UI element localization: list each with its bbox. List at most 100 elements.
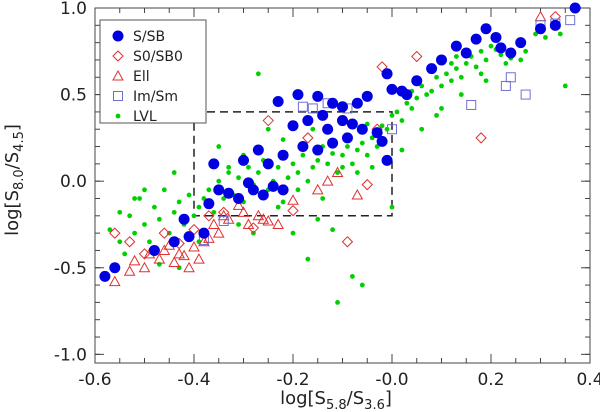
data-point-lvl <box>434 74 439 80</box>
data-point-lvl <box>444 71 449 77</box>
data-point-s-sb <box>376 135 388 147</box>
x-axis-label-main: log[S <box>280 388 326 409</box>
data-point-lvl <box>132 196 138 201</box>
data-point-ell <box>168 256 181 268</box>
data-point-s0-sb0 <box>475 132 487 144</box>
data-point-lvl <box>354 170 360 175</box>
data-point-s0-sb0 <box>361 178 373 191</box>
data-point-s-sb <box>426 63 438 75</box>
data-point-lvl <box>340 164 345 170</box>
data-point-lvl <box>290 230 296 236</box>
data-point-s0-sb0 <box>109 227 121 239</box>
data-point-s-sb <box>238 154 249 166</box>
data-point-s-sb <box>99 270 111 282</box>
data-point-lvl <box>414 95 420 101</box>
data-point-lvl <box>107 227 113 233</box>
data-point-lvl <box>359 140 365 146</box>
data-point-lvl <box>132 230 138 236</box>
x-axis-label-sub1: 5.8 <box>326 398 347 412</box>
data-point-s-sb <box>267 180 279 192</box>
data-point-im-sm <box>466 99 477 110</box>
data-point-lvl <box>419 126 425 132</box>
data-point-s-sb <box>411 75 423 87</box>
data-point-lvl <box>236 222 241 227</box>
data-point-s-sb <box>535 23 546 35</box>
data-point-lvl <box>389 204 395 210</box>
y-tick-label: 0.5 <box>60 86 87 106</box>
x-tick-label: 0.2 <box>477 370 504 390</box>
data-point-s-sb <box>322 123 334 135</box>
data-point-s-sb <box>257 189 269 201</box>
data-point-ell <box>237 206 250 217</box>
data-point-s-sb <box>242 177 254 189</box>
data-point-lvl <box>127 213 133 219</box>
data-point-lvl <box>369 164 375 170</box>
data-point-lvl <box>315 157 321 163</box>
legend-markers <box>112 30 124 119</box>
data-point-ell <box>173 247 185 259</box>
data-point-s-sb <box>109 262 121 274</box>
data-point-s-sb <box>302 115 314 127</box>
data-point-lvl <box>156 216 162 222</box>
data-point-ell <box>331 166 344 178</box>
legend-label-s-sb: S/SB <box>133 29 165 45</box>
data-point-lvl <box>354 147 360 153</box>
data-point-lvl <box>404 100 410 106</box>
data-point-lvl <box>424 92 430 97</box>
data-point-ell <box>183 261 195 273</box>
data-point-s-sb <box>312 144 324 156</box>
data-point-im-sm <box>505 72 516 83</box>
data-point-lvl <box>295 170 301 175</box>
data-point-s-sb <box>549 19 561 31</box>
legend-marker-s-sb <box>112 30 124 42</box>
y-axis-label-sep: /S <box>2 152 23 170</box>
data-point-s-sb <box>450 40 462 52</box>
data-point-lvl <box>280 137 286 143</box>
data-point-lvl <box>152 204 157 210</box>
x-tick-label: -0.4 <box>177 370 210 390</box>
data-point-s-sb <box>371 127 383 139</box>
y-tick-label: -0.5 <box>54 259 87 279</box>
y-axis-label-main: log[S <box>2 190 23 236</box>
data-point-s-sb <box>470 33 482 45</box>
data-point-lvl <box>176 199 182 205</box>
data-point-ell <box>262 214 275 226</box>
data-point-ell <box>153 253 166 264</box>
data-point-im-sm <box>297 101 308 112</box>
data-point-s-sb <box>569 2 581 14</box>
dashed-region-box <box>193 111 393 217</box>
data-point-lvl <box>290 161 296 167</box>
data-point-lvl <box>216 178 222 184</box>
data-point-lvl <box>453 66 459 72</box>
data-point-ell <box>272 218 284 229</box>
data-point-lvl <box>562 83 568 89</box>
data-point-lvl <box>478 71 484 77</box>
data-point-im-sm <box>565 15 576 26</box>
data-point-ell <box>198 235 210 247</box>
y-tick-label: 0.0 <box>60 172 87 192</box>
data-point-lvl <box>265 126 271 132</box>
data-point-s-sb <box>203 198 215 210</box>
data-point-lvl <box>488 43 494 49</box>
data-point-ell <box>158 244 171 255</box>
data-point-lvl <box>330 227 335 233</box>
data-point-lvl <box>350 274 355 279</box>
data-point-ell <box>252 209 265 221</box>
data-point-ell <box>128 254 141 266</box>
data-point-lvl <box>453 54 459 59</box>
data-point-lvl <box>543 35 548 40</box>
data-point-lvl <box>236 175 241 181</box>
data-point-lvl <box>364 152 370 158</box>
data-point-lvl <box>305 178 311 184</box>
data-point-ell <box>287 194 299 205</box>
data-point-s-sb <box>277 184 289 196</box>
data-point-lvl <box>345 144 350 149</box>
x-axis-label-sep: /S <box>347 388 365 409</box>
data-point-s-sb <box>480 23 492 35</box>
data-point-lvl <box>305 256 311 262</box>
data-point-im-sm <box>218 216 229 226</box>
data-point-lvl <box>399 147 405 153</box>
data-point-s-sb <box>292 89 304 101</box>
data-point-lvl <box>518 57 524 63</box>
